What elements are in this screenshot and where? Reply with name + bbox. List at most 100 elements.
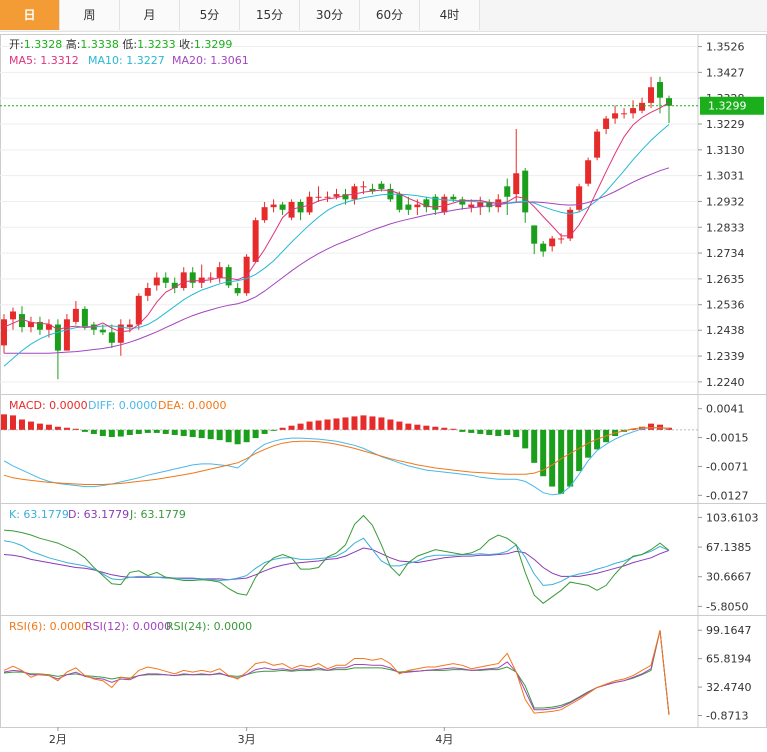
candle-body[interactable] <box>504 186 511 197</box>
macd-bar <box>387 419 394 430</box>
candle-body[interactable] <box>189 272 196 283</box>
candle-body[interactable] <box>531 225 538 244</box>
candle-body[interactable] <box>369 188 376 192</box>
candle-body[interactable] <box>252 220 259 262</box>
candle-body[interactable] <box>207 277 214 279</box>
candle-body[interactable] <box>405 204 412 210</box>
candle-body[interactable] <box>360 186 367 188</box>
macd-bar <box>207 429 214 440</box>
macd-bar <box>648 423 655 430</box>
candle-body[interactable] <box>180 272 187 289</box>
candle-body[interactable] <box>540 243 547 252</box>
tab-4[interactable]: 5分 <box>180 0 240 30</box>
candle-body[interactable] <box>657 82 664 98</box>
candle-body[interactable] <box>171 282 178 289</box>
rsi-axis-tick-label: 32.4740 <box>706 681 752 694</box>
candle-body[interactable] <box>315 196 322 198</box>
tab-2[interactable]: 周 <box>60 0 120 30</box>
candle-body[interactable] <box>396 194 403 210</box>
tab-3[interactable]: 月 <box>120 0 180 30</box>
candle-body[interactable] <box>567 209 574 239</box>
candle-body[interactable] <box>432 196 439 210</box>
candle-body[interactable] <box>243 256 250 294</box>
candle-body[interactable] <box>126 324 133 328</box>
candle-body[interactable] <box>144 288 151 296</box>
macd-bar <box>81 429 88 432</box>
kline-chart[interactable]: 1.3526 1.3427 1.3328 1.3229 1.3130 1.3031 1.29… <box>0 31 767 752</box>
candle-body[interactable] <box>441 196 448 213</box>
candle-body[interactable] <box>162 277 169 283</box>
candle-body[interactable] <box>117 324 124 343</box>
candle-body[interactable] <box>585 160 592 184</box>
candle-body[interactable] <box>513 173 520 195</box>
candle-body[interactable] <box>45 324 52 330</box>
candle-body[interactable] <box>27 321 34 328</box>
candle-body[interactable] <box>225 267 232 286</box>
candle-body[interactable] <box>90 324 97 330</box>
candle-body[interactable] <box>639 102 646 111</box>
candle-body[interactable] <box>423 199 430 208</box>
candle-body[interactable] <box>216 267 223 278</box>
candle-body[interactable] <box>108 332 115 343</box>
macd-bar <box>558 429 565 494</box>
tab-6[interactable]: 30分 <box>300 0 360 30</box>
candle-body[interactable] <box>522 170 529 213</box>
candle-body[interactable] <box>486 201 493 208</box>
candle-body[interactable] <box>612 113 619 119</box>
candle-body[interactable] <box>594 131 601 158</box>
macd-bar <box>72 428 79 430</box>
macd-bar <box>324 419 331 430</box>
candle-body[interactable] <box>18 314 25 328</box>
candle-body[interactable] <box>234 288 241 294</box>
candle-body[interactable] <box>1 319 7 346</box>
kdj-axis-tick-label: 67.1385 <box>706 541 752 554</box>
tab-1[interactable]: 日 <box>0 0 60 30</box>
macd-bar <box>531 429 538 463</box>
candle-body[interactable] <box>99 329 106 333</box>
tab-7[interactable]: 60分 <box>360 0 420 30</box>
candle-body[interactable] <box>603 118 610 129</box>
macd-bar <box>297 423 304 430</box>
candle-body[interactable] <box>270 204 277 208</box>
macd-bar <box>288 425 295 430</box>
candle-body[interactable] <box>198 277 205 283</box>
candle-body[interactable] <box>459 199 466 205</box>
candle-body[interactable] <box>54 324 61 351</box>
candle-body[interactable] <box>576 186 583 210</box>
candle-body[interactable] <box>333 194 340 197</box>
tab-5[interactable]: 15分 <box>240 0 300 30</box>
candle-body[interactable] <box>135 295 142 325</box>
candle-body[interactable] <box>414 204 421 208</box>
candle-body[interactable] <box>81 308 88 328</box>
candle-body[interactable] <box>342 194 349 200</box>
tab-8[interactable]: 4时 <box>420 0 480 30</box>
candle-body[interactable] <box>477 201 484 208</box>
rsi-axis-tick-label: 65.8194 <box>706 653 752 666</box>
candle-body[interactable] <box>558 238 565 240</box>
candle-body[interactable] <box>72 308 79 322</box>
candle-body[interactable] <box>666 98 672 106</box>
candle-body[interactable] <box>468 204 475 208</box>
macd-bar <box>576 429 583 472</box>
candle-body[interactable] <box>450 196 457 200</box>
x-tick-label: 2月 <box>49 733 67 746</box>
candle-body[interactable] <box>648 87 655 103</box>
candle-body[interactable] <box>378 183 385 189</box>
candle-body[interactable] <box>9 311 16 320</box>
low-value: 1.3233 <box>137 38 176 51</box>
candle-body[interactable] <box>279 204 286 210</box>
macd-bar <box>279 427 286 430</box>
price-axis-tick-label: 1.3229 <box>706 118 745 131</box>
candle-body[interactable] <box>63 319 70 351</box>
candle-body[interactable] <box>351 186 358 200</box>
candle-body[interactable] <box>324 196 331 198</box>
candle-body[interactable] <box>153 277 160 286</box>
candle-body[interactable] <box>621 113 628 115</box>
candle-body[interactable] <box>261 207 268 221</box>
candle-body[interactable] <box>36 321 43 330</box>
rsi12-line <box>3 630 670 715</box>
macd-bar <box>135 429 142 434</box>
candle-body[interactable] <box>630 108 637 114</box>
d-legend: D: 63.1779 <box>68 508 129 521</box>
candle-body[interactable] <box>549 238 556 247</box>
